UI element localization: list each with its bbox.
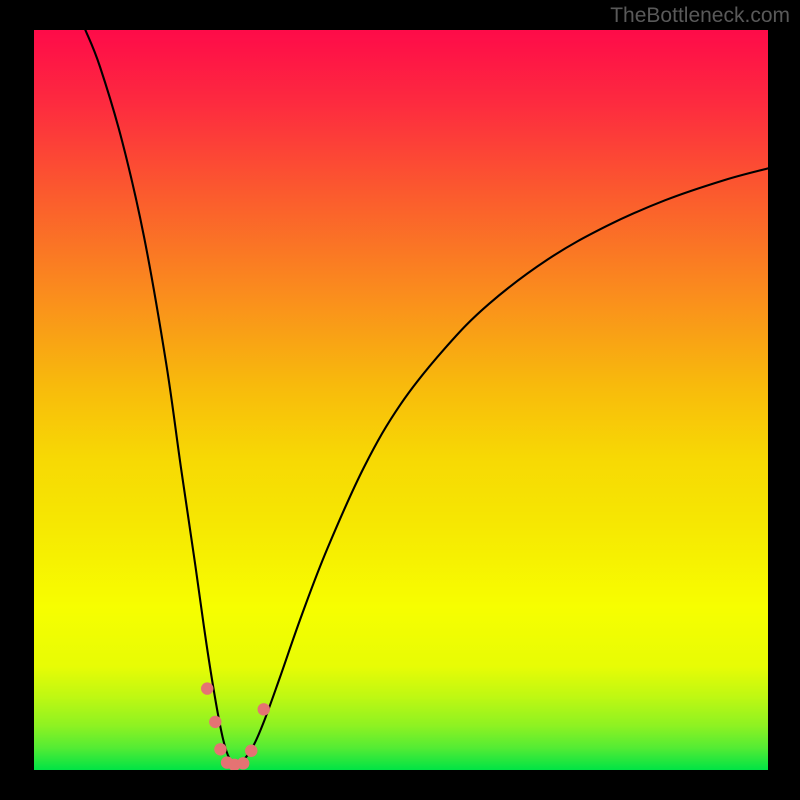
chart-svg	[0, 0, 800, 800]
watermark-text: TheBottleneck.com	[610, 4, 790, 28]
data-marker	[209, 716, 221, 728]
data-marker	[258, 703, 270, 715]
chart-stage: TheBottleneck.com	[0, 0, 800, 800]
data-marker	[245, 745, 257, 757]
plot-background-gradient	[34, 30, 768, 770]
data-marker	[237, 757, 249, 769]
data-marker	[214, 743, 226, 755]
data-marker	[201, 682, 213, 694]
